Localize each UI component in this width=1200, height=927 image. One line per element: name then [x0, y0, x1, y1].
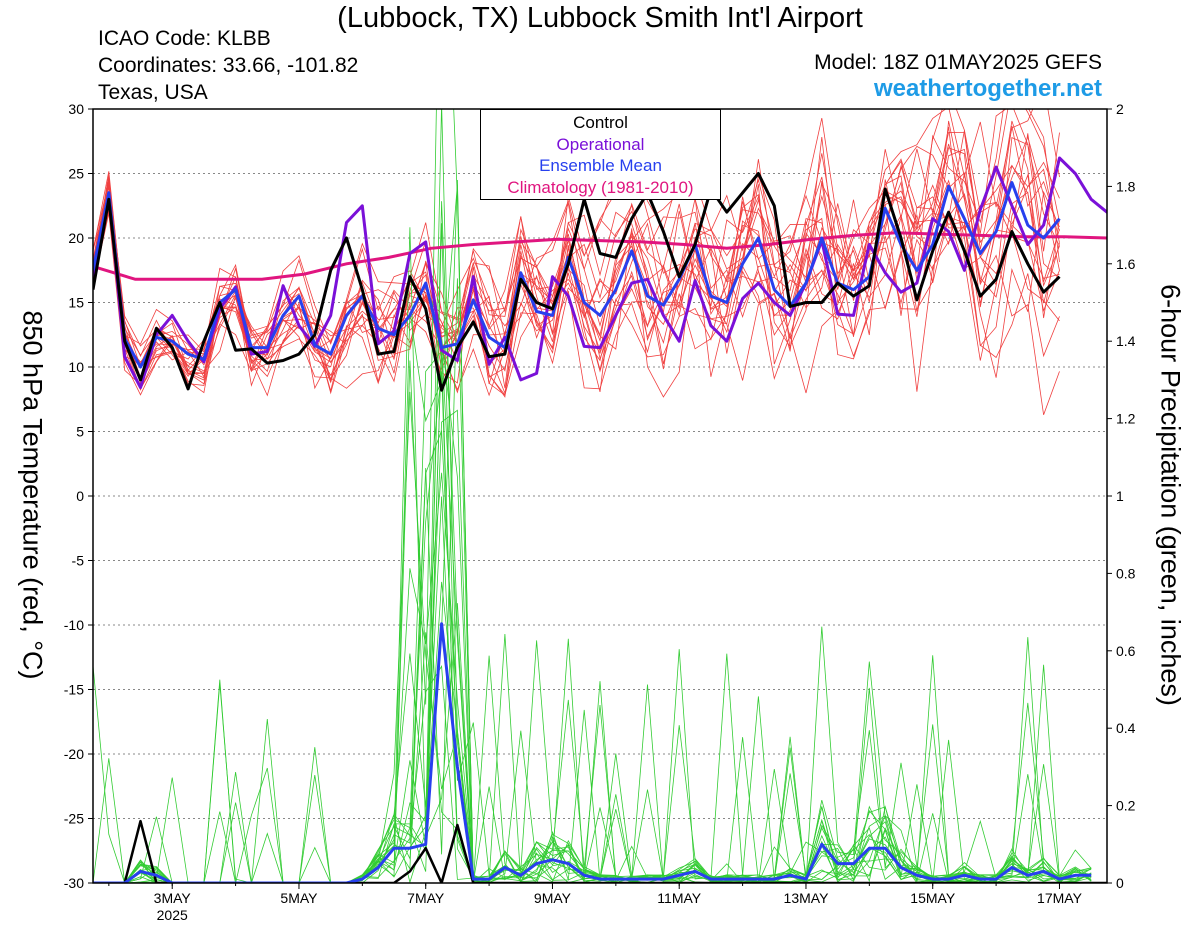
temp-member-line: [93, 109, 1060, 391]
temp-member-line: [93, 176, 1060, 392]
x-year-label: 2025: [157, 907, 188, 923]
site-name[interactable]: weathertogether.net: [873, 75, 1102, 102]
region: Texas, USA: [98, 81, 208, 104]
y-left-tick-label: 10: [68, 359, 84, 375]
y-left-tick-label: 5: [76, 424, 84, 440]
y-left-tick-label: 25: [68, 166, 84, 182]
coordinates: Coordinates: 33.66, -101.82: [98, 54, 359, 77]
x-tick-label: 17MAY: [1037, 890, 1083, 906]
y-left-tick-label: -15: [64, 682, 84, 698]
precip-member-line: [93, 342, 1092, 883]
chart-legend: Control Operational Ensemble Mean Climat…: [480, 109, 721, 200]
x-tick-label: 13MAY: [784, 890, 830, 906]
precip-member-line: [93, 201, 1092, 883]
y-left-tick-label: 30: [68, 101, 84, 117]
precip-member-line: [93, 109, 1092, 883]
y-right-tick-label: 0.2: [1116, 798, 1136, 814]
x-tick-label: 7MAY: [407, 890, 445, 906]
icao-code: ICAO Code: KLBB: [98, 27, 271, 50]
legend-operational: Operational: [556, 134, 645, 154]
y-right-tick-label: 1.2: [1116, 411, 1136, 427]
x-tick-label: 11MAY: [657, 890, 701, 906]
y-left-tick-label: -30: [64, 875, 84, 891]
plot-area: [93, 109, 1107, 883]
y-left-tick-label: -5: [72, 553, 85, 569]
y-right-tick-label: 0.4: [1116, 720, 1136, 736]
y-right-tick-label: 0.6: [1116, 643, 1136, 659]
y-right-tick-label: 0: [1116, 875, 1124, 891]
y-right-tick-label: 2: [1116, 101, 1124, 117]
temp-mean-line: [93, 181, 1061, 369]
precip-member-line: [93, 184, 1092, 883]
temp-member-line: [93, 135, 1060, 397]
precip-member-line: [93, 581, 1092, 883]
y-left-tick-label: -10: [64, 617, 84, 633]
y-left-tick-label: -20: [64, 746, 84, 762]
y-left-tick-label: 15: [68, 295, 84, 311]
model-run: Model: 18Z 01MAY2025 GEFS: [814, 51, 1102, 74]
temp-control-line: [93, 172, 1061, 392]
legend-control: Control: [573, 113, 628, 132]
climatology-line: [93, 231, 1107, 281]
temp-member-line: [93, 132, 1060, 387]
precip-member-line: [93, 632, 1092, 883]
precip-member-line: [93, 430, 1092, 883]
precip-member-line: [93, 109, 1092, 883]
y-left-tick-label: 20: [68, 230, 84, 246]
x-tick-label: 15MAY: [910, 890, 956, 906]
y-left-tick-label: -25: [64, 811, 84, 827]
x-tick-label: 9MAY: [534, 890, 572, 906]
y-right-tick-label: 0.8: [1116, 565, 1136, 581]
legend-climatology: Climatology (1981-2010): [507, 177, 694, 197]
temp-operational-line: [93, 156, 1107, 390]
temp-member-line: [93, 143, 1060, 396]
x-tick-label: 5MAY: [280, 890, 318, 906]
precip-mean-line: [93, 622, 1092, 883]
legend-ensemble-mean: Ensemble Mean: [539, 156, 662, 175]
y-right-tick-label: 1.8: [1116, 178, 1136, 194]
y-right-tick-label: 1: [1116, 488, 1124, 504]
temp-member-line: [93, 164, 1060, 398]
y-right-tick-label: 1.4: [1116, 333, 1136, 349]
x-tick-label: 3MAY: [154, 890, 192, 906]
precip-member-line: [93, 496, 1092, 883]
y-right-tick-label: 1.6: [1116, 256, 1136, 272]
chart-title: (Lubbock, TX) Lubbock Smith Int'l Airpor…: [337, 2, 863, 34]
y-left-tick-label: 0: [76, 488, 84, 504]
temp-member-line: [93, 147, 1060, 394]
